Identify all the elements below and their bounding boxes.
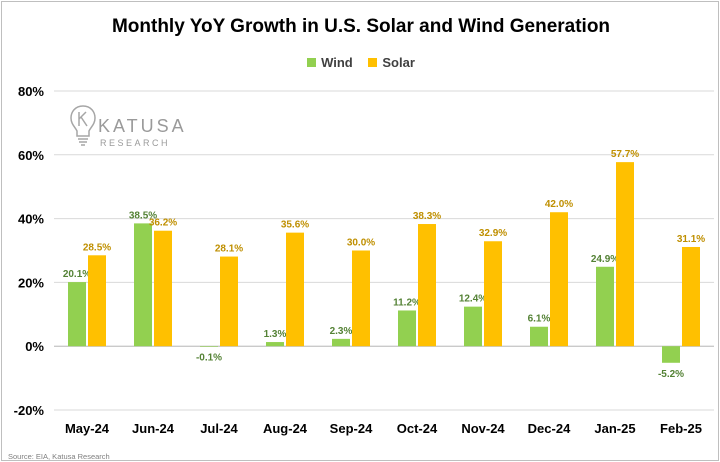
- solar-data-label: 30.0%: [347, 238, 375, 249]
- katusa-logo: KATUSA RESEARCH: [70, 104, 200, 152]
- logo-subtitle: RESEARCH: [100, 138, 171, 148]
- legend-item-wind: Wind: [307, 55, 353, 70]
- logo-wordmark: KATUSA: [98, 116, 187, 136]
- solar-data-label: 28.5%: [83, 242, 111, 253]
- legend-item-solar: Solar: [368, 55, 415, 70]
- wind-bar: [530, 326, 548, 347]
- legend-swatch-solar: [368, 58, 378, 67]
- wind-data-label: 6.1%: [528, 314, 551, 325]
- wind-bar: [266, 342, 284, 347]
- legend-label-wind: Wind: [321, 55, 353, 70]
- solar-data-label: 42.0%: [545, 199, 573, 210]
- solar-bar: [88, 255, 106, 347]
- x-tick-label: May-24: [65, 421, 110, 436]
- wind-bar: [662, 346, 680, 363]
- solar-bar: [418, 224, 436, 347]
- x-tick-label: Dec-24: [528, 421, 571, 436]
- wind-bar: [464, 306, 482, 347]
- wind-data-label: 2.3%: [330, 326, 353, 337]
- y-tick-label: -20%: [14, 403, 45, 418]
- solar-bar: [616, 162, 634, 347]
- solar-data-label: 36.2%: [149, 218, 177, 229]
- x-tick-label: Sep-24: [330, 421, 373, 436]
- solar-bar: [220, 256, 238, 347]
- solar-data-label: 57.7%: [611, 149, 639, 160]
- solar-data-label: 38.3%: [413, 211, 441, 222]
- legend: Wind Solar: [2, 55, 720, 70]
- solar-data-label: 31.1%: [677, 234, 705, 245]
- lightbulb-icon: [70, 105, 96, 146]
- solar-data-label: 32.9%: [479, 228, 507, 239]
- y-tick-label: 80%: [18, 84, 44, 99]
- wind-bar: [596, 266, 614, 347]
- chart-title: Monthly YoY Growth in U.S. Solar and Win…: [111, 16, 611, 37]
- x-tick-label: Oct-24: [397, 421, 438, 436]
- wind-data-label: 12.4%: [459, 294, 487, 305]
- x-tick-label: Jul-24: [200, 421, 238, 436]
- solar-bar: [286, 232, 304, 347]
- solar-bar: [352, 250, 370, 347]
- wind-data-label: -0.1%: [196, 353, 222, 364]
- y-tick-label: 20%: [18, 275, 44, 290]
- x-tick-label: Jun-24: [132, 421, 175, 436]
- wind-data-label: 1.3%: [264, 329, 287, 340]
- wind-bar: [398, 310, 416, 347]
- solar-bar: [550, 212, 568, 347]
- wind-bar: [68, 282, 86, 347]
- wind-data-label: 11.2%: [393, 297, 421, 308]
- wind-bar: [134, 223, 152, 347]
- wind-bar: [200, 346, 218, 347]
- source-note: Source: EIA, Katusa Research: [8, 452, 110, 461]
- x-tick-label: Feb-25: [660, 421, 702, 436]
- wind-data-label: 24.9%: [591, 254, 619, 265]
- solar-data-label: 28.1%: [215, 244, 243, 255]
- solar-data-label: 35.6%: [281, 220, 309, 231]
- y-tick-label: 40%: [18, 212, 44, 227]
- legend-label-solar: Solar: [382, 55, 415, 70]
- legend-swatch-wind: [307, 58, 317, 67]
- x-tick-label: Nov-24: [461, 421, 505, 436]
- y-tick-label: 0%: [25, 339, 44, 354]
- wind-data-label: 38.5%: [129, 210, 157, 221]
- y-tick-label: 60%: [18, 148, 44, 163]
- x-tick-label: Aug-24: [263, 421, 308, 436]
- solar-bar: [484, 241, 502, 347]
- solar-bar: [154, 230, 172, 347]
- x-tick-label: Jan-25: [594, 421, 635, 436]
- wind-data-label: -5.2%: [658, 369, 684, 380]
- wind-data-label: 20.1%: [63, 269, 91, 280]
- solar-bar: [682, 246, 700, 347]
- wind-bar: [332, 338, 350, 347]
